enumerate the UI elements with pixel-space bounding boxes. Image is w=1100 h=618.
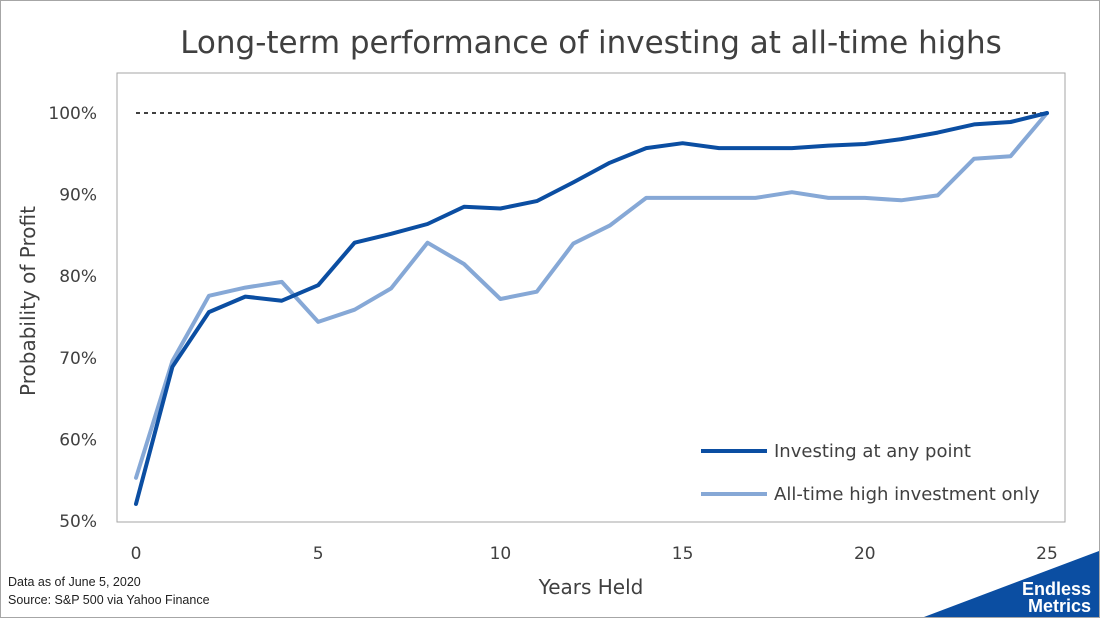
y-tick-label: 70% — [59, 349, 97, 369]
footnote-source: Source: S&P 500 via Yahoo Finance — [8, 593, 210, 607]
endless-metrics-logo: Endless Metrics — [924, 551, 1099, 617]
y-axis-ticks: 50% 60% 70% 80% 90% 100% — [48, 104, 97, 532]
legend-label-all-time-high: All-time high investment only — [774, 484, 1040, 505]
legend-label-investing-any-point: Investing at any point — [774, 441, 971, 462]
y-tick-label: 100% — [48, 104, 97, 124]
x-axis-title: Years Held — [538, 575, 644, 599]
logo-banner — [924, 551, 1099, 617]
plot-area — [116, 72, 1066, 523]
series-line-investing-any-point — [134, 111, 1049, 506]
y-tick-label: 60% — [59, 430, 97, 450]
x-tick-label: 15 — [672, 544, 694, 564]
y-axis-title: Probability of Profit — [16, 206, 40, 396]
chart-title: Long-term performance of investing at al… — [180, 25, 1002, 61]
y-tick-label: 90% — [59, 186, 97, 206]
y-tick-label: 80% — [59, 267, 97, 287]
x-tick-label: 10 — [490, 544, 512, 564]
x-tick-label: 0 — [131, 544, 142, 564]
logo-text-line1: Endless — [1021, 579, 1091, 599]
y-tick-label: 50% — [59, 512, 97, 532]
x-axis-ticks: 0 5 10 15 20 25 — [131, 544, 1058, 564]
logo-triangle — [924, 551, 1099, 617]
footnote-date: Data as of June 5, 2020 — [8, 575, 141, 589]
series-line-all-time-high — [134, 111, 1049, 480]
logo-text-line2: Metrics — [1027, 596, 1091, 616]
legend: Investing at any point All-time high inv… — [701, 441, 1040, 505]
logo-text: Endless Metrics — [1021, 579, 1091, 616]
x-tick-label: 5 — [313, 544, 324, 564]
x-tick-label: 25 — [1036, 544, 1058, 564]
series-group — [134, 111, 1049, 506]
x-tick-label: 20 — [854, 544, 876, 564]
